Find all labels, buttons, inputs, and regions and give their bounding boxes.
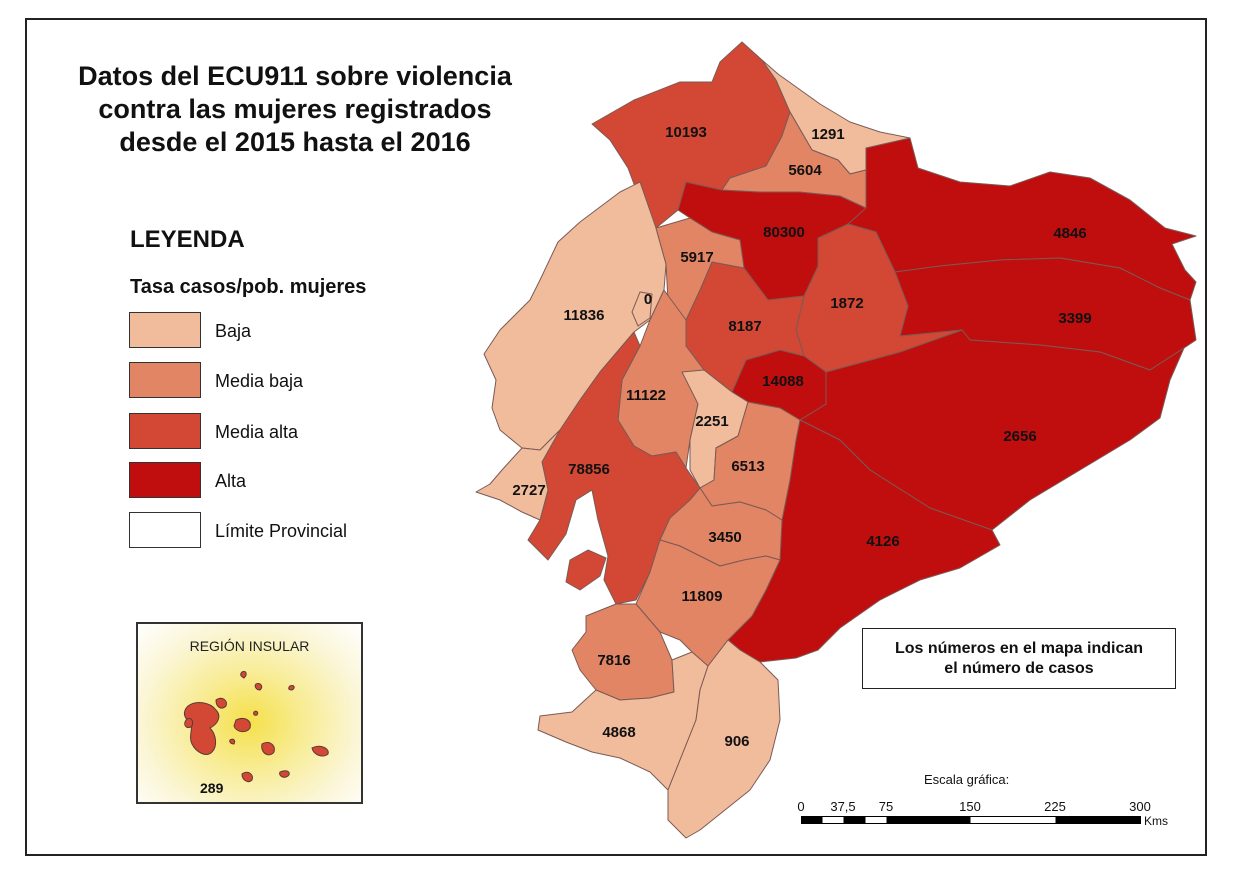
province-labels: 10193 1291 5604 80300 4846 5917 11836 0 1872 3399… [512,124,1091,750]
province-santa-elena [475,429,561,521]
legend-swatch-alta [129,462,201,498]
legend-label-limite: Límite Provincial [215,521,348,541]
province-count-tungurahua: 14088 [762,373,804,390]
island-puna [565,549,607,591]
scale-title: Escala gráfica: [924,772,1010,787]
legend-swatch-media-alta [129,413,201,449]
insular-count: 289 [200,780,224,796]
province-count-imbabura: 5604 [788,162,822,179]
island-pinzon [229,738,236,745]
title-line-2: contra las mujeres registrados [98,94,492,124]
province-count-zona-no-delimitada: 0 [644,291,652,308]
province-count-pichincha: 80300 [763,224,805,241]
scale-bar [801,816,1141,824]
note-line-2: el número de casos [944,660,1094,677]
scale-tick-0: 0 [797,799,805,814]
island-baltra [253,710,259,716]
island-san-cristobal [311,745,329,757]
province-count-sucumbios: 4846 [1053,225,1086,242]
legend-item-baja: Baja [129,312,429,352]
island-espanola [279,770,290,778]
province-count-santa-elena: 2727 [512,482,545,499]
scale-tick-3: 150 [959,799,981,814]
legend-swatch-limite [129,512,201,548]
island-santa-fe [261,741,275,756]
legend-item-media-baja: Media baja [129,362,429,402]
province-count-los-rios: 11122 [626,387,666,404]
legend-item-alta: Alta [129,462,429,502]
scale-tick-5: 300 [1129,799,1151,814]
province-count-cotopaxi: 8187 [728,318,761,335]
province-count-el-oro: 7816 [597,652,630,669]
insular-title: REGIÓN INSULAR [189,638,310,654]
note-line-1: Los números en el mapa indican [894,640,1144,657]
scale-tick-4: 225 [1044,799,1066,814]
map-note: Los números en el mapa indican el número… [862,628,1176,689]
province-count-manabi: 11836 [564,307,605,324]
province-count-carchi: 1291 [811,126,844,143]
insular-region-inset: REGIÓN INSULAR 289 [136,622,363,804]
province-count-canar: 3450 [708,529,741,546]
legend-title: LEYENDA [130,226,245,253]
legend-label-media-alta: Media alta [215,422,299,442]
title-line-1: Datos del ECU911 sobre violencia [78,61,512,91]
province-count-loja: 4868 [602,724,635,741]
province-count-esmeraldas: 10193 [665,124,707,141]
island-pinta [240,671,247,679]
scale-tick-2: 75 [878,799,894,814]
province-zamora-chinchipe [667,639,781,839]
scale-tick-1: 37,5 [830,799,856,814]
title-line-3: desde el 2015 hasta el 2016 [119,127,471,157]
island-fernandina [184,717,193,729]
province-count-pastaza: 2656 [1003,428,1036,445]
island-santa-cruz [233,717,251,733]
legend-item-media-alta: Media alta [129,413,429,453]
zone-no-delimitada [631,291,653,327]
island-marchena [254,683,263,691]
province-count-zamora-chinchipe: 906 [724,733,749,750]
province-count-bolivar: 2251 [695,413,728,430]
island-floreana [241,771,253,783]
province-count-guayas: 78856 [568,461,610,478]
island-santiago [215,697,227,709]
map-title: Datos del ECU911 sobre violencia contra … [40,60,550,159]
legend-label-alta: Alta [215,471,247,491]
province-count-azuay: 11809 [682,588,723,605]
legend-label-baja: Baja [215,321,252,341]
legend-subtitle: Tasa casos/pob. mujeres [130,276,367,298]
province-count-morona-santiago: 4126 [866,533,899,550]
province-count-napo: 1872 [830,295,863,312]
legend-swatch-baja [129,312,201,348]
province-count-santo-domingo: 5917 [680,249,713,266]
province-count-orellana: 3399 [1058,310,1091,327]
legend-label-media-baja: Media baja [215,371,304,391]
legend-swatch-media-baja [129,362,201,398]
scale-unit: Kms [1144,814,1168,828]
province-count-chimborazo: 6513 [731,458,764,475]
province-imbabura [721,111,867,209]
island-genovesa [288,685,295,691]
legend-item-limite-provincial: Límite Provincial [129,512,429,552]
province-santo-domingo [655,217,745,321]
galapagos-islands [183,671,329,783]
